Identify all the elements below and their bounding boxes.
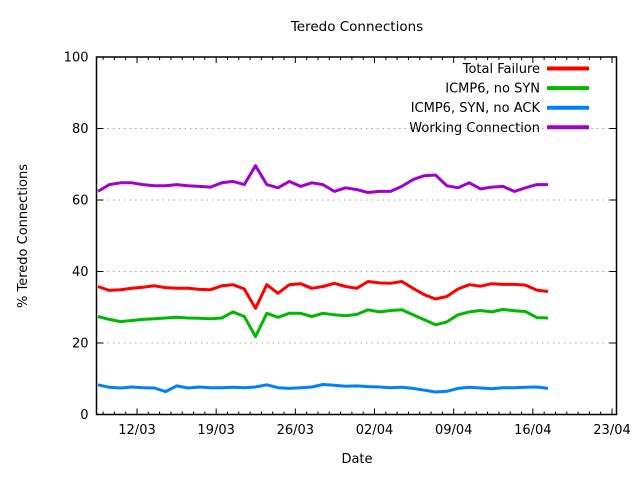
plot-border <box>95 56 618 416</box>
series-line-total-failure <box>97 280 549 310</box>
gridlines <box>96 128 617 344</box>
x-tick-label: 19/03 <box>197 423 234 438</box>
legend-label-total-failure: Total Failure <box>462 62 540 77</box>
legend-label-working-connection: Working Connection <box>409 121 540 136</box>
y-tick-label: 0 <box>80 408 88 423</box>
y-tick-label: 20 <box>72 337 89 352</box>
x-tick-label: 12/03 <box>118 423 155 438</box>
y-tick-label: 80 <box>72 122 89 137</box>
y-axis-label: % Teredo Connections <box>16 164 31 308</box>
y-tick-label: 60 <box>72 194 89 209</box>
x-tick-label: 02/04 <box>356 423 393 438</box>
x-tick-label: 26/03 <box>277 423 314 438</box>
x-tick-label: 09/04 <box>435 423 472 438</box>
series-line-icmp6-syn-no-ack <box>97 383 549 394</box>
legend-label-icmp6-no-syn: ICMP6, no SYN <box>445 82 540 97</box>
series-line-working-connection <box>97 164 548 194</box>
legend-label-icmp6-syn-no-ack: ICMP6, SYN, no ACK <box>411 101 541 116</box>
x-tick-label: 23/04 <box>593 423 630 438</box>
plot-frame: 0 20 40 60 80 100 12/03 19/03 26/03 02/04 09/04 16/… <box>64 51 631 439</box>
y-tick-label: 100 <box>64 51 89 66</box>
x-tick-label: 16/04 <box>514 423 551 438</box>
series-lines <box>97 164 549 394</box>
legend: Total Failure ICMP6, no SYN ICMP6, SYN, no… <box>409 62 589 136</box>
x-axis-label: Date <box>341 452 372 467</box>
series-line-icmp6-no-syn <box>97 307 549 339</box>
y-tick-label: 40 <box>72 265 89 280</box>
chart-title: Teredo Connections <box>290 19 423 35</box>
